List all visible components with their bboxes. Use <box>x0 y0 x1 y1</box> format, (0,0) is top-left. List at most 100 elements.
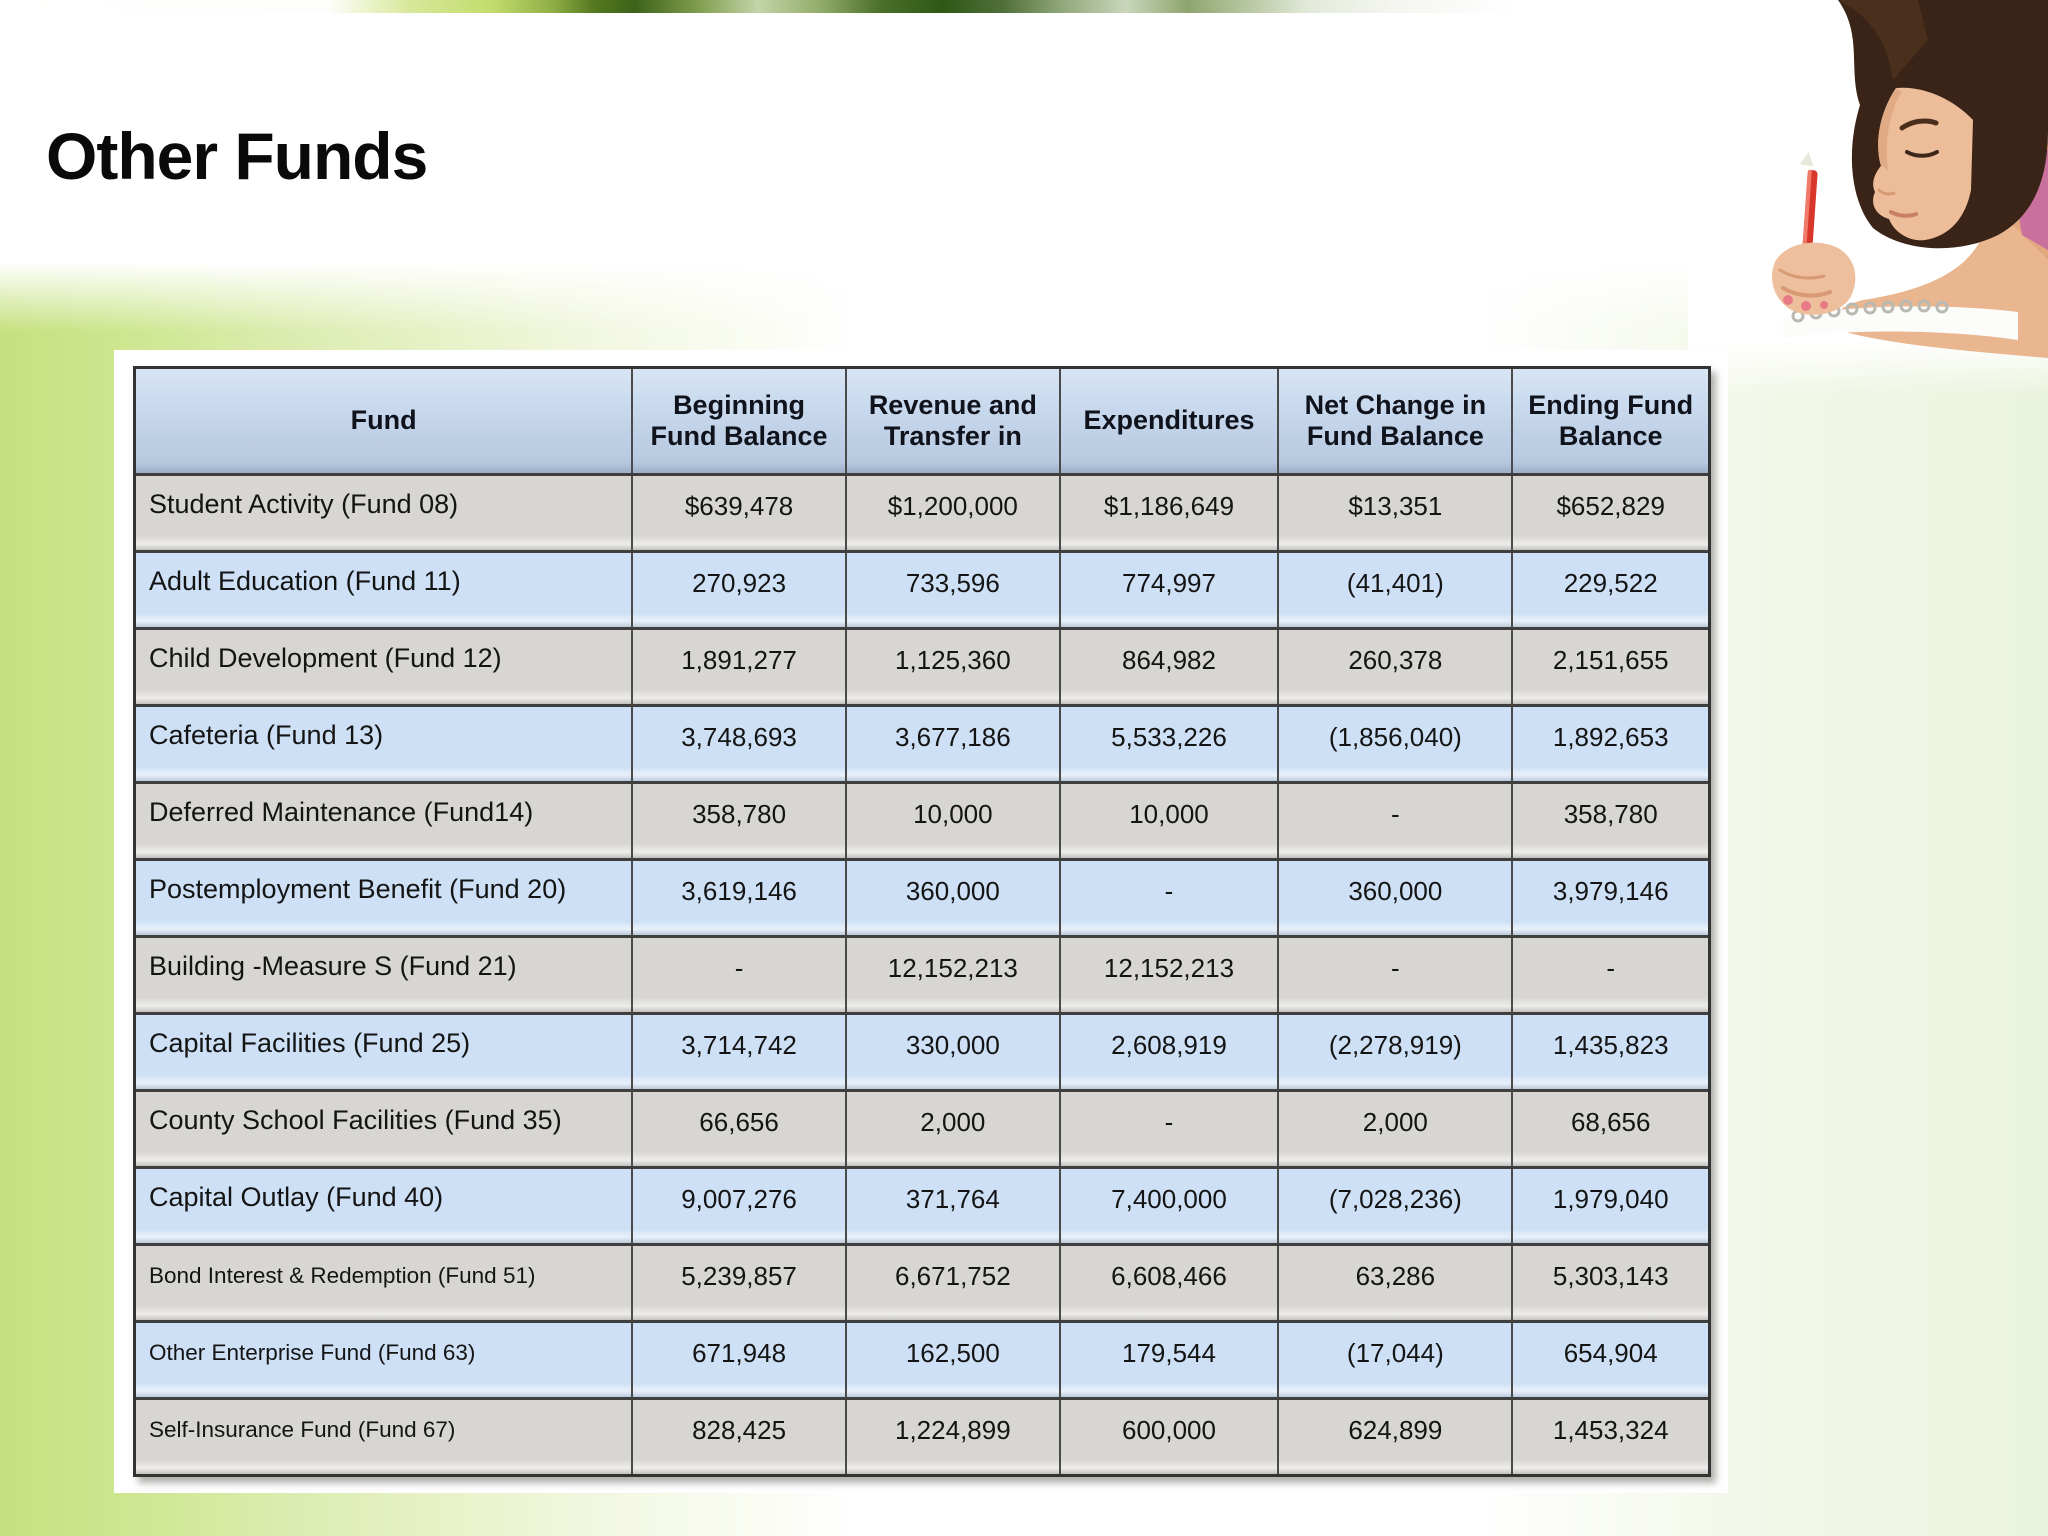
revenue-and-transfer-cell: $1,200,000 <box>844 476 1059 550</box>
expenditures-cell: 600,000 <box>1058 1400 1278 1474</box>
beginning-fund-balance-cell: - <box>631 938 845 1012</box>
revenue-and-transfer-cell: 1,125,360 <box>844 630 1059 704</box>
expenditures-cell: $1,186,649 <box>1058 476 1278 550</box>
fund-name-cell: Deferred Maintenance (Fund14) <box>136 784 632 858</box>
table-row: Postemployment Benefit (Fund 20) 3,619,1… <box>136 858 1708 935</box>
table-header-row: Fund Beginning Fund Balance Revenue and … <box>136 369 1708 473</box>
decorative-top-strip <box>0 0 2048 13</box>
net-change-cell: (17,044) <box>1277 1323 1512 1397</box>
beginning-fund-balance-cell: 3,714,742 <box>631 1015 845 1089</box>
revenue-and-transfer-cell: 2,000 <box>844 1092 1059 1166</box>
fund-name-cell: Building -Measure S (Fund 21) <box>136 938 632 1012</box>
other-funds-table: Fund Beginning Fund Balance Revenue and … <box>133 366 1711 1477</box>
table-row: Child Development (Fund 12) 1,891,277 1,… <box>136 627 1708 704</box>
column-header-fund: Fund <box>136 369 632 473</box>
beginning-fund-balance-cell: 1,891,277 <box>631 630 845 704</box>
fund-name-cell: Student Activity (Fund 08) <box>136 476 632 550</box>
net-change-cell: (41,401) <box>1277 553 1512 627</box>
column-header-beginning-fund-balance: Beginning Fund Balance <box>631 369 845 473</box>
revenue-and-transfer-cell: 371,764 <box>844 1169 1059 1243</box>
beginning-fund-balance-cell: 5,239,857 <box>631 1246 845 1320</box>
net-change-cell: 624,899 <box>1277 1400 1512 1474</box>
revenue-and-transfer-cell: 1,224,899 <box>844 1400 1059 1474</box>
net-change-cell: 63,286 <box>1277 1246 1512 1320</box>
table-row: County School Facilities (Fund 35) 66,65… <box>136 1089 1708 1166</box>
fund-name-cell: Other Enterprise Fund (Fund 63) <box>136 1323 632 1397</box>
expenditures-cell: 2,608,919 <box>1058 1015 1278 1089</box>
expenditures-cell: 7,400,000 <box>1058 1169 1278 1243</box>
beginning-fund-balance-cell: 3,748,693 <box>631 707 845 781</box>
table-row: Self-Insurance Fund (Fund 67) 828,425 1,… <box>136 1397 1708 1474</box>
table-body: Student Activity (Fund 08) $639,478 $1,2… <box>136 473 1708 1474</box>
ending-fund-balance-cell: 3,979,146 <box>1511 861 1708 935</box>
child-writing-illustration <box>1772 0 2048 358</box>
child-writing-photo <box>1688 0 2048 396</box>
fund-name-cell: Child Development (Fund 12) <box>136 630 632 704</box>
fund-name-cell: Bond Interest & Redemption (Fund 51) <box>136 1246 632 1320</box>
expenditures-cell: 5,533,226 <box>1058 707 1278 781</box>
fund-name-cell: Capital Facilities (Fund 25) <box>136 1015 632 1089</box>
ending-fund-balance-cell: 5,303,143 <box>1511 1246 1708 1320</box>
ending-fund-balance-cell: 654,904 <box>1511 1323 1708 1397</box>
fund-name-cell: Postemployment Benefit (Fund 20) <box>136 861 632 935</box>
beginning-fund-balance-cell: 66,656 <box>631 1092 845 1166</box>
ending-fund-balance-cell: 1,892,653 <box>1511 707 1708 781</box>
ending-fund-balance-cell: 1,435,823 <box>1511 1015 1708 1089</box>
table-row: Capital Outlay (Fund 40) 9,007,276 371,7… <box>136 1166 1708 1243</box>
revenue-and-transfer-cell: 12,152,213 <box>844 938 1059 1012</box>
table-row: Bond Interest & Redemption (Fund 51) 5,2… <box>136 1243 1708 1320</box>
expenditures-cell: 10,000 <box>1058 784 1278 858</box>
expenditures-cell: - <box>1058 1092 1278 1166</box>
ending-fund-balance-cell: $652,829 <box>1511 476 1708 550</box>
revenue-and-transfer-cell: 733,596 <box>844 553 1059 627</box>
ending-fund-balance-cell: - <box>1511 938 1708 1012</box>
expenditures-cell: - <box>1058 861 1278 935</box>
expenditures-cell: 774,997 <box>1058 553 1278 627</box>
net-change-cell: 260,378 <box>1277 630 1512 704</box>
ending-fund-balance-cell: 68,656 <box>1511 1092 1708 1166</box>
revenue-and-transfer-cell: 330,000 <box>844 1015 1059 1089</box>
revenue-and-transfer-cell: 10,000 <box>844 784 1059 858</box>
fund-name-cell: Self-Insurance Fund (Fund 67) <box>136 1400 632 1474</box>
fund-name-cell: County School Facilities (Fund 35) <box>136 1092 632 1166</box>
net-change-cell: $13,351 <box>1277 476 1512 550</box>
revenue-and-transfer-cell: 6,671,752 <box>844 1246 1059 1320</box>
page-title: Other Funds <box>46 119 428 193</box>
column-header-expenditures: Expenditures <box>1058 369 1278 473</box>
table-row: Deferred Maintenance (Fund14) 358,780 10… <box>136 781 1708 858</box>
revenue-and-transfer-cell: 3,677,186 <box>844 707 1059 781</box>
revenue-and-transfer-cell: 360,000 <box>844 861 1059 935</box>
beginning-fund-balance-cell: 3,619,146 <box>631 861 845 935</box>
revenue-and-transfer-cell: 162,500 <box>844 1323 1059 1397</box>
column-header-revenue-and-transfer-in: Revenue and Transfer in <box>844 369 1059 473</box>
ending-fund-balance-cell: 2,151,655 <box>1511 630 1708 704</box>
beginning-fund-balance-cell: 270,923 <box>631 553 845 627</box>
net-change-cell: 360,000 <box>1277 861 1512 935</box>
table-row: Cafeteria (Fund 13) 3,748,693 3,677,186 … <box>136 704 1708 781</box>
column-header-net-change: Net Change in Fund Balance <box>1277 369 1512 473</box>
ending-fund-balance-cell: 1,453,324 <box>1511 1400 1708 1474</box>
fund-name-cell: Adult Education (Fund 11) <box>136 553 632 627</box>
table-row: Other Enterprise Fund (Fund 63) 671,948 … <box>136 1320 1708 1397</box>
table-row: Capital Facilities (Fund 25) 3,714,742 3… <box>136 1012 1708 1089</box>
expenditures-cell: 6,608,466 <box>1058 1246 1278 1320</box>
expenditures-cell: 12,152,213 <box>1058 938 1278 1012</box>
fund-name-cell: Capital Outlay (Fund 40) <box>136 1169 632 1243</box>
table-row: Student Activity (Fund 08) $639,478 $1,2… <box>136 473 1708 550</box>
beginning-fund-balance-cell: 671,948 <box>631 1323 845 1397</box>
net-change-cell: 2,000 <box>1277 1092 1512 1166</box>
beginning-fund-balance-cell: 9,007,276 <box>631 1169 845 1243</box>
beginning-fund-balance-cell: 828,425 <box>631 1400 845 1474</box>
fund-name-cell: Cafeteria (Fund 13) <box>136 707 632 781</box>
net-change-cell: (7,028,236) <box>1277 1169 1512 1243</box>
expenditures-cell: 864,982 <box>1058 630 1278 704</box>
net-change-cell: (2,278,919) <box>1277 1015 1512 1089</box>
net-change-cell: (1,856,040) <box>1277 707 1512 781</box>
ending-fund-balance-cell: 229,522 <box>1511 553 1708 627</box>
beginning-fund-balance-cell: 358,780 <box>631 784 845 858</box>
expenditures-cell: 179,544 <box>1058 1323 1278 1397</box>
table-row: Adult Education (Fund 11) 270,923 733,59… <box>136 550 1708 627</box>
net-change-cell: - <box>1277 784 1512 858</box>
net-change-cell: - <box>1277 938 1512 1012</box>
